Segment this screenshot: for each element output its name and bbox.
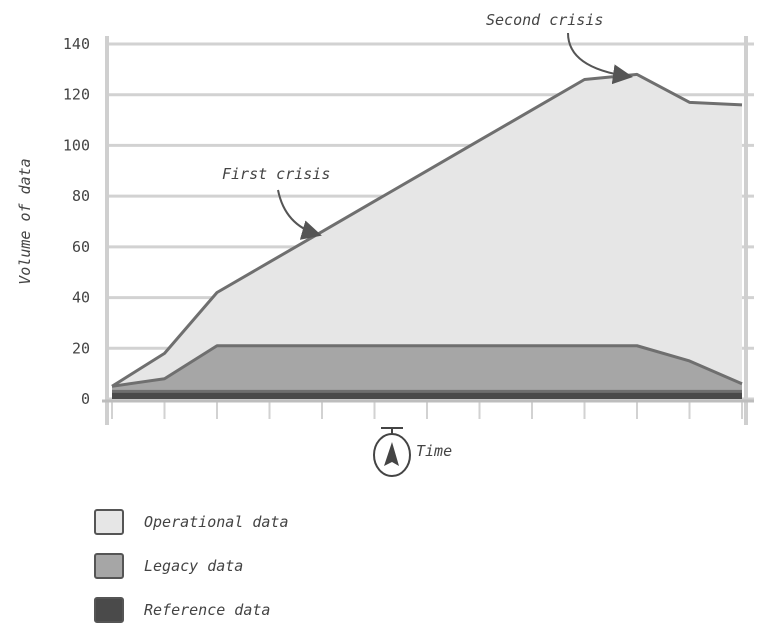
annotations: First crisis Second crisis [222, 11, 633, 240]
legend-item-reference: Reference data [94, 588, 289, 632]
legend-swatch [94, 553, 124, 579]
legend-label: Legacy data [144, 557, 244, 575]
y-tick-label: 80 [72, 187, 90, 205]
y-tick-label: 60 [72, 238, 90, 256]
legend-label: Reference data [144, 601, 271, 619]
legend-item-operational: Operational data [94, 500, 289, 544]
y-axis-label: Volume of data [16, 158, 34, 284]
area-operational-data [112, 74, 742, 387]
y-tick-label: 40 [72, 289, 90, 307]
area-legacy-data [112, 345, 742, 392]
y-tick-labels: 0 20 40 60 80 100 120 140 [63, 35, 90, 408]
y-tick-label: 100 [63, 136, 90, 154]
annotation-first-crisis: First crisis [222, 165, 330, 183]
axes [102, 36, 754, 425]
y-tick-label: 120 [63, 86, 90, 104]
arrow-second-crisis [567, 32, 633, 85]
area-chart: 0 20 40 60 80 100 120 140 Volume of data Time F… [16, 11, 754, 477]
series-line-2 [111, 72, 743, 388]
x-axis-label: Time [416, 442, 452, 460]
arrow-first-crisis [277, 189, 322, 240]
legend-label: Operational data [144, 513, 289, 531]
series-line-1 [111, 344, 743, 388]
stopwatch-icon [373, 427, 411, 477]
areas [111, 72, 743, 399]
legend-swatch [94, 597, 124, 623]
y-tick-label: 0 [81, 390, 90, 408]
y-tick-label: 20 [72, 339, 90, 357]
annotation-second-crisis: Second crisis [486, 11, 603, 29]
legend: Operational data Legacy data Reference d… [94, 500, 289, 632]
legend-item-legacy: Legacy data [94, 544, 289, 588]
y-tick-label: 140 [63, 35, 90, 53]
legend-swatch [94, 509, 124, 535]
area-reference-data [112, 391, 742, 399]
